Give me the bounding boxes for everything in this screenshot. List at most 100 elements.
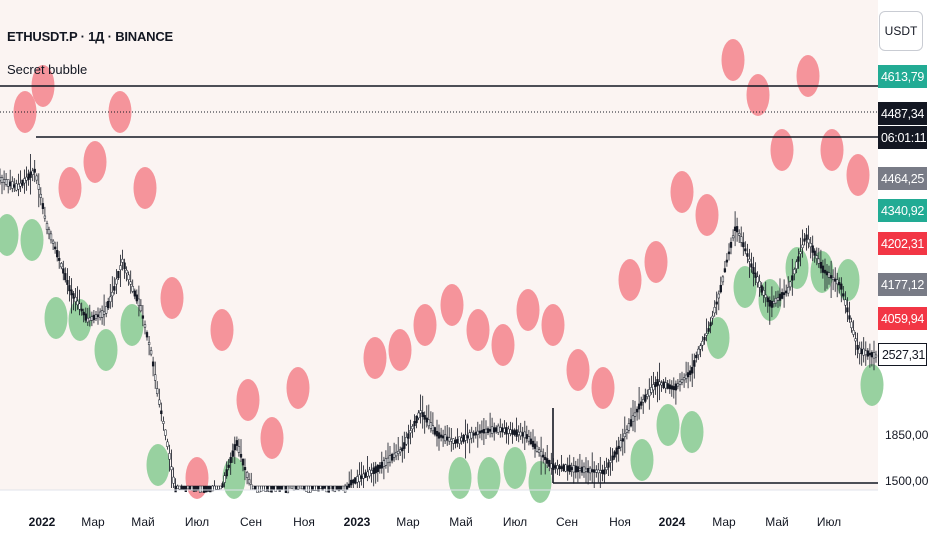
candle-body: [495, 427, 498, 432]
red-bubble: [466, 309, 490, 351]
candle-body: [738, 233, 741, 236]
candle-body: [309, 485, 312, 493]
candle-body: [215, 485, 218, 490]
candle-body: [413, 421, 416, 427]
price-tag[interactable]: 4487,34: [878, 102, 927, 125]
x-tick-label: Май: [131, 515, 155, 529]
candle-body: [296, 485, 300, 490]
candle-body: [676, 383, 680, 387]
candle-body: [870, 352, 874, 358]
x-tick-label: Июл: [817, 515, 841, 529]
candle-body: [807, 238, 810, 244]
candle-body: [829, 275, 833, 279]
candle-body: [47, 229, 51, 235]
x-tick-label: 2022: [29, 515, 56, 529]
price-tag[interactable]: 2527,31: [878, 343, 927, 366]
candle-body: [531, 440, 535, 447]
candle-body: [427, 419, 430, 427]
candle-body: [762, 290, 765, 296]
price-tag[interactable]: 4340,92: [878, 199, 927, 222]
candle-body: [151, 361, 155, 367]
candle-body: [640, 401, 643, 406]
currency-button[interactable]: USDT: [879, 11, 923, 51]
candle-body: [70, 289, 73, 296]
green-bubble: [733, 266, 757, 308]
candle-body: [305, 485, 308, 492]
candle-body: [727, 251, 731, 255]
candle-body: [478, 430, 482, 434]
price-tag[interactable]: 4202,31: [878, 232, 927, 255]
x-tick-label: Сен: [240, 515, 262, 529]
candle-body: [354, 477, 357, 484]
green-bubble: [448, 457, 472, 499]
y-axis[interactable]: 1850,00 1500,00: [885, 428, 929, 488]
candle-body: [13, 184, 16, 188]
green-bubbles: [0, 214, 884, 503]
candle-body: [241, 458, 245, 466]
candle-body: [160, 410, 163, 415]
price-tag[interactable]: 06:01:11: [878, 126, 927, 149]
candle-body: [15, 183, 18, 191]
indicator-name[interactable]: Secret bubble: [7, 62, 88, 77]
candle-body: [243, 467, 247, 471]
candle-body: [264, 485, 267, 492]
red-bubble: [516, 289, 540, 331]
candle-body: [194, 485, 198, 492]
candle-body: [233, 444, 236, 451]
price-tag[interactable]: 4464,25: [878, 167, 927, 190]
candle-body: [345, 485, 349, 491]
candle-body: [133, 290, 136, 297]
candle-body: [831, 277, 835, 280]
red-bubble: [440, 284, 464, 326]
red-bubble: [820, 129, 844, 171]
candle-body: [619, 440, 622, 448]
candle-body: [740, 236, 743, 243]
candle-body: [754, 272, 757, 278]
candle-body: [689, 370, 692, 375]
price-tag[interactable]: 4177,12: [878, 273, 927, 296]
candle-body: [513, 430, 516, 435]
candle-body: [41, 203, 45, 209]
candle-body: [862, 348, 865, 356]
red-bubble: [796, 55, 820, 97]
candle-body: [582, 466, 586, 474]
candle-body: [19, 182, 22, 187]
x-tick-label: Сен: [556, 515, 578, 529]
candle-body: [682, 377, 686, 381]
candle-body: [684, 374, 688, 379]
green-bubble: [528, 461, 552, 503]
candle-body: [439, 434, 443, 438]
candle-body: [707, 328, 710, 332]
candle-body: [601, 469, 604, 474]
candle-body: [156, 388, 159, 394]
candle-body: [331, 485, 334, 492]
green-bubble: [836, 259, 860, 301]
candle-body: [94, 314, 98, 319]
price-tag[interactable]: 4613,79: [878, 65, 927, 88]
candle-body: [637, 403, 641, 410]
symbol-title[interactable]: ETHUSDT.P · 1Д · BINANCE: [7, 29, 174, 44]
candle-body: [0, 177, 4, 183]
candle-body: [539, 451, 543, 457]
candle-body: [35, 175, 38, 181]
candle-body: [809, 243, 812, 248]
candle-body: [45, 223, 49, 230]
candle-body: [307, 485, 310, 493]
candle-body: [417, 412, 420, 419]
candle-body: [431, 425, 435, 432]
candle-body: [17, 183, 20, 190]
candle-body: [664, 382, 667, 389]
candle-body: [323, 485, 326, 489]
x-axis[interactable]: 2022 Мар Май Июл Сен Ноя 2023 Мар Май Июл Сен Ноя 20…: [29, 515, 842, 529]
candle-body: [580, 466, 584, 473]
candle-body: [182, 485, 185, 491]
candle-body: [460, 437, 463, 442]
candle-body: [458, 436, 461, 444]
price-tag[interactable]: 4059,94: [878, 307, 927, 330]
red-bubble: [695, 194, 719, 236]
candle-body: [607, 462, 610, 468]
candle-body: [599, 470, 602, 473]
candle-body: [866, 350, 869, 357]
candle-body: [691, 366, 694, 374]
candle-body: [621, 438, 624, 442]
